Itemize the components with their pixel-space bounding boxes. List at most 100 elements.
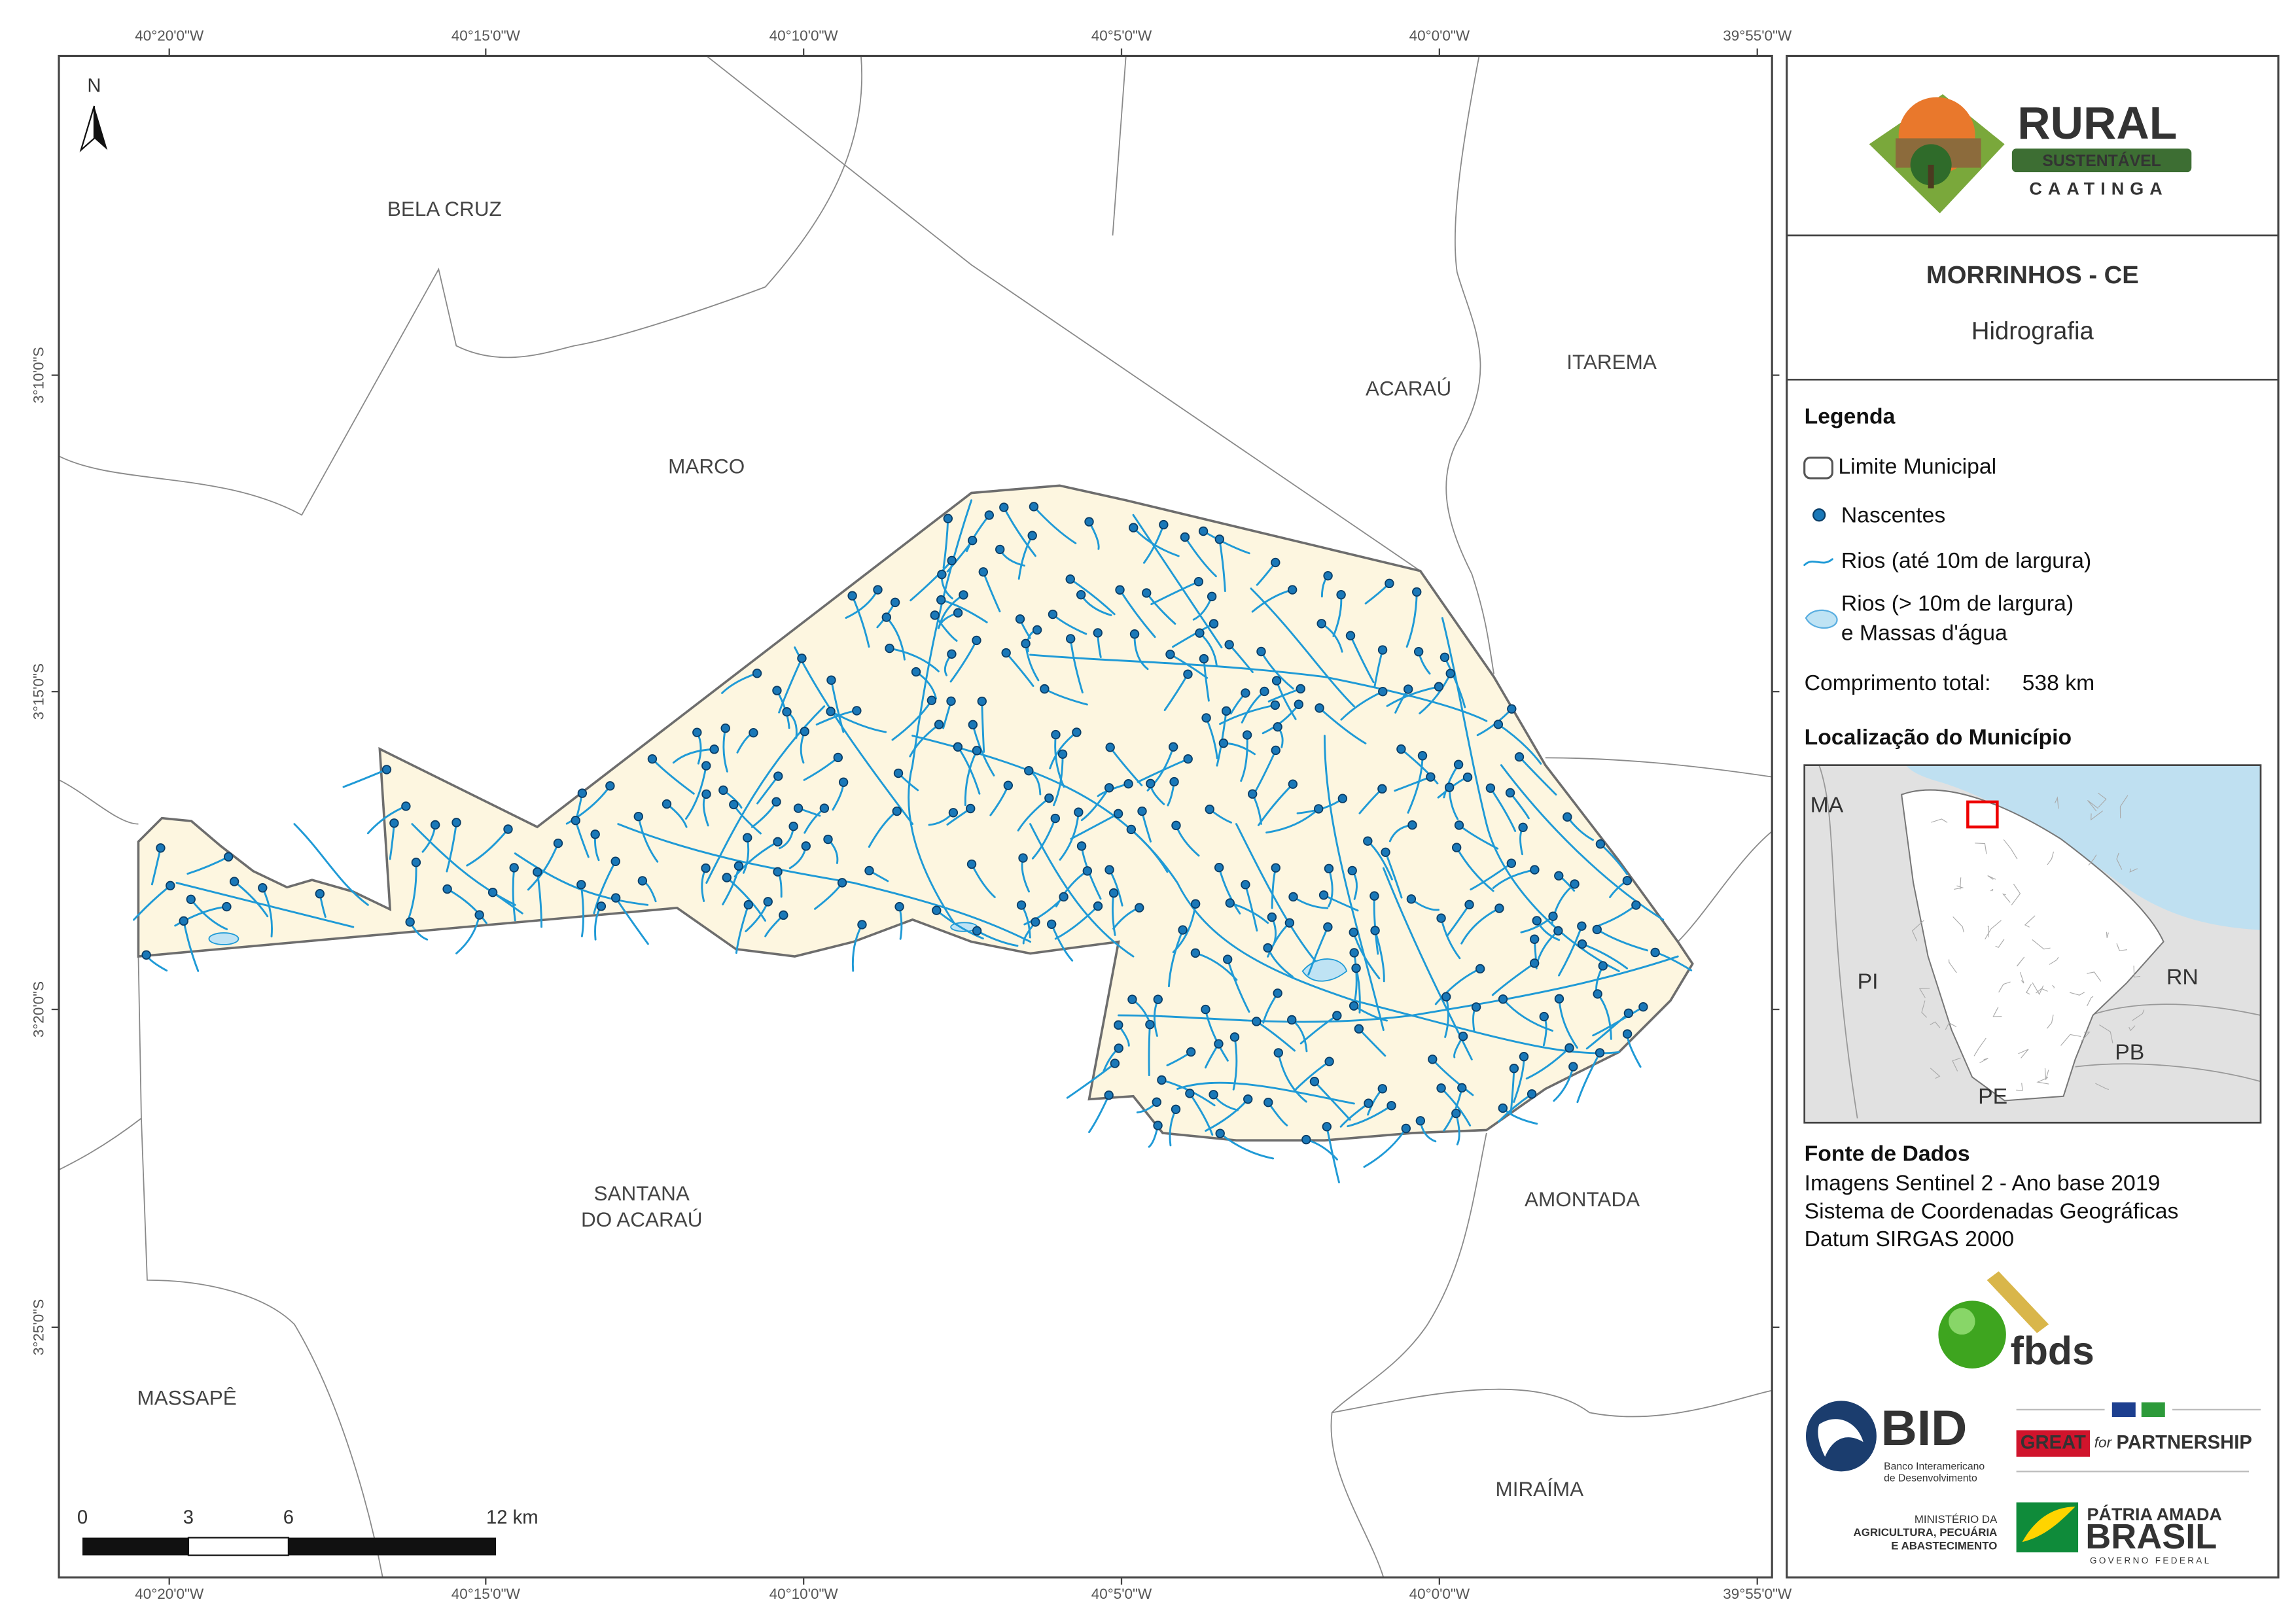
spring bbox=[1485, 783, 1496, 793]
spring bbox=[1354, 1024, 1364, 1034]
spring bbox=[1593, 989, 1602, 999]
spring bbox=[797, 654, 807, 663]
logo-title: RURAL bbox=[2017, 97, 2177, 148]
spring bbox=[1159, 519, 1169, 530]
spring bbox=[1046, 919, 1057, 929]
river bbox=[1202, 530, 1250, 555]
spring bbox=[1396, 744, 1406, 754]
ministry-line: MINISTÉRIO DA bbox=[1915, 1513, 1998, 1526]
great-for: for bbox=[2094, 1435, 2113, 1451]
spring bbox=[430, 820, 440, 830]
inset-boundary bbox=[1949, 959, 1957, 973]
river bbox=[1050, 923, 1074, 962]
spring bbox=[1218, 738, 1229, 748]
river bbox=[889, 647, 940, 672]
river bbox=[1592, 1005, 1644, 1037]
spring bbox=[1185, 1089, 1195, 1098]
spring bbox=[1313, 804, 1324, 814]
river bbox=[1053, 753, 1064, 807]
spring bbox=[1381, 847, 1390, 858]
spring bbox=[1032, 625, 1042, 635]
inset-boundary bbox=[1921, 1000, 1928, 1018]
river bbox=[1002, 506, 1036, 557]
spring bbox=[967, 535, 978, 546]
spring bbox=[1439, 652, 1450, 662]
lon-label: 39°55'0"W bbox=[1723, 27, 1792, 44]
spring bbox=[972, 926, 982, 936]
river bbox=[1033, 505, 1077, 544]
spring bbox=[1076, 841, 1087, 851]
river bbox=[1405, 591, 1418, 648]
spring bbox=[1243, 1094, 1253, 1104]
state-label: PB bbox=[2115, 1039, 2144, 1064]
spring bbox=[1110, 1058, 1120, 1068]
bid-logo: BID Banco Interamericano de Desenvolvime… bbox=[1805, 1401, 1985, 1484]
spring bbox=[576, 880, 586, 890]
spring bbox=[610, 856, 620, 866]
inset-boundary bbox=[1990, 888, 1994, 892]
lat-label: 3°20'0"S bbox=[31, 981, 47, 1038]
inset-boundary bbox=[2070, 992, 2085, 996]
spring bbox=[1123, 779, 1133, 789]
inset-boundary bbox=[2095, 1083, 2110, 1090]
inset-boundary bbox=[2098, 792, 2107, 808]
spring bbox=[1532, 916, 1542, 926]
spring bbox=[1145, 1020, 1155, 1030]
inset-boundary bbox=[2087, 971, 2102, 982]
spring bbox=[1193, 576, 1204, 587]
spring bbox=[947, 649, 957, 659]
map-area bbox=[59, 56, 1773, 1578]
river bbox=[1031, 817, 1057, 860]
location-inset: MA PI RN PB PE bbox=[1803, 764, 2262, 1124]
river bbox=[1502, 998, 1554, 1032]
spring bbox=[1577, 939, 1587, 949]
scale-label: 0 bbox=[77, 1507, 88, 1528]
inset-boundary bbox=[1985, 920, 2002, 940]
river bbox=[910, 559, 953, 602]
total-label: Comprimento total: bbox=[1805, 671, 1991, 695]
spring bbox=[966, 859, 977, 869]
spring bbox=[1209, 619, 1219, 629]
river bbox=[1023, 896, 1065, 926]
spring bbox=[1457, 1083, 1467, 1093]
spring bbox=[1413, 647, 1424, 657]
state-label: PI bbox=[1858, 969, 1879, 994]
spring bbox=[1324, 864, 1334, 873]
spring bbox=[451, 818, 461, 828]
spring bbox=[911, 667, 921, 677]
river bbox=[407, 861, 417, 921]
river bbox=[1204, 1008, 1229, 1062]
water-body bbox=[1301, 958, 1348, 982]
river bbox=[514, 852, 649, 906]
spring bbox=[1273, 722, 1282, 732]
inset-boundary bbox=[2133, 966, 2141, 978]
spring bbox=[1622, 1029, 1633, 1039]
spring bbox=[1225, 898, 1235, 908]
spring bbox=[1554, 994, 1564, 1004]
map-border bbox=[58, 54, 1773, 1579]
spring bbox=[1168, 742, 1178, 752]
graticule-labels: 40°20'0"W 40°20'0"W 40°15'0"W 40°15'0"W 40°1… bbox=[31, 27, 1792, 1602]
spring bbox=[1301, 1134, 1311, 1145]
spring bbox=[1498, 994, 1508, 1004]
spring bbox=[1336, 589, 1346, 600]
river bbox=[908, 499, 973, 928]
spring bbox=[1256, 646, 1266, 657]
river bbox=[1497, 723, 1542, 765]
inset-boundary bbox=[1975, 843, 1987, 854]
legend-item: e Massas d'água bbox=[1841, 620, 2007, 645]
spring bbox=[503, 824, 513, 834]
spring bbox=[1415, 1116, 1426, 1126]
river bbox=[183, 920, 200, 972]
brasil-top: PÁTRIA AMADA bbox=[2087, 1504, 2222, 1524]
inset-boundary bbox=[1954, 885, 1964, 890]
inset-boundary bbox=[1930, 1068, 1941, 1079]
spring bbox=[1214, 863, 1224, 873]
lon-label: 40°0'0"W bbox=[1409, 27, 1470, 44]
river bbox=[1054, 733, 1065, 788]
spring bbox=[773, 837, 783, 847]
spring bbox=[1309, 1077, 1320, 1087]
map-theme: Hidrografia bbox=[1971, 317, 2094, 345]
river bbox=[637, 815, 659, 863]
